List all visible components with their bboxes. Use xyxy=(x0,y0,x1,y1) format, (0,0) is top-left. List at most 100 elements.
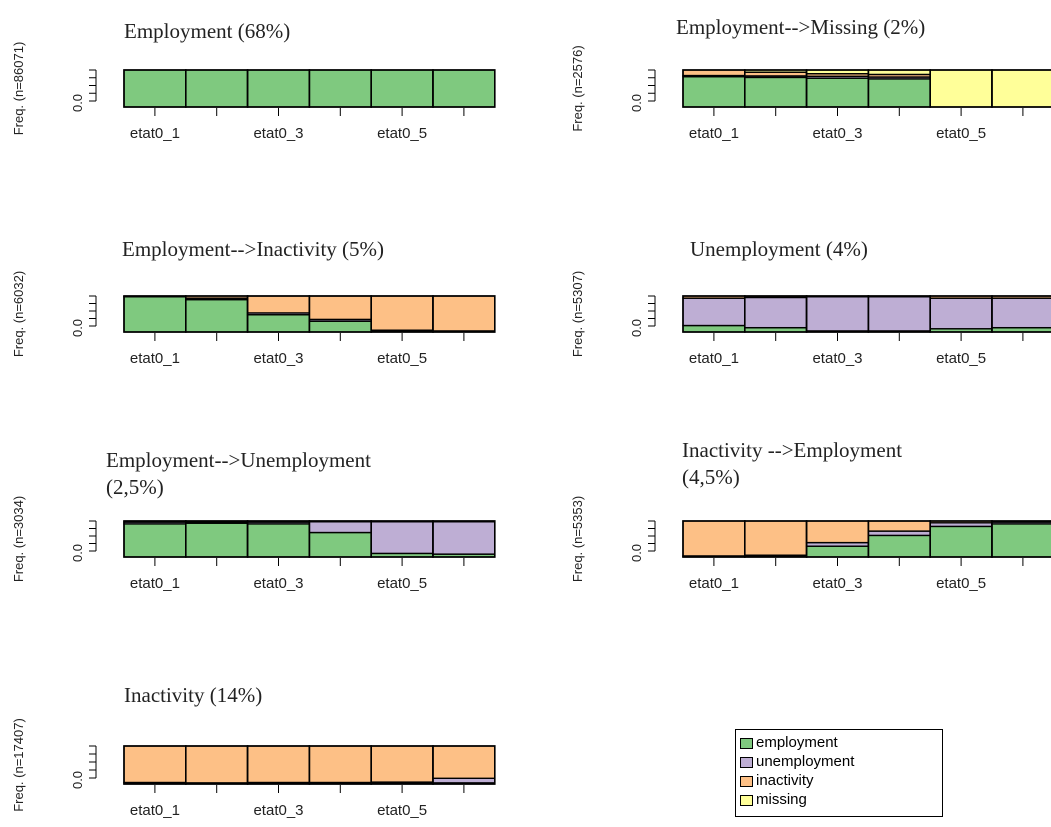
legend-item-inactivity: inactivity xyxy=(740,772,814,789)
y-tick-label: 0.0 xyxy=(629,544,644,562)
bar-outline xyxy=(991,520,1051,558)
bar-segment-inactivity xyxy=(432,745,496,779)
chart-title: Employment-->Unemployment (2,5%) xyxy=(106,448,371,499)
chart-title: Unemployment (4%) xyxy=(690,237,868,261)
bar-outline xyxy=(432,745,496,785)
x-tick-label: etat0_3 xyxy=(812,575,862,592)
x-tick-label: etat0_5 xyxy=(936,350,986,367)
bar-outline xyxy=(432,295,496,333)
y-tick-label: 0.0 xyxy=(629,319,644,337)
legend-swatch-employment xyxy=(740,738,753,749)
bar-segment-inactivity xyxy=(246,745,311,784)
x-tick-label: etat0_5 xyxy=(377,125,427,142)
x-tick-label: etat0_1 xyxy=(130,802,180,819)
legend-swatch-inactivity xyxy=(740,776,753,787)
bar-segment-inactivity xyxy=(682,69,746,77)
legend-label-inactivity: inactivity xyxy=(756,772,814,789)
bar-segment-unemployment xyxy=(432,521,496,555)
bar-segment-employment xyxy=(123,523,187,558)
chart-panel-3: Employment-->Inactivity (5%) Freq. (n=603… xyxy=(11,237,496,367)
bar-segment-employment xyxy=(308,69,372,108)
bar-segment-inactivity xyxy=(432,295,496,332)
y-axis-label: Freq. (n=5353) xyxy=(570,496,585,582)
x-tick-label: etat0_1 xyxy=(130,575,180,592)
chart-panel-1: Employment (68%) Freq. (n=86071) 0.0 etat0_… xyxy=(11,19,496,142)
y-tick-label: 0.0 xyxy=(70,94,85,112)
chart-title: Inactivity -->Employment (4,5%) xyxy=(682,438,902,489)
bar-segment-employment xyxy=(185,298,249,333)
bar-outline xyxy=(432,69,496,108)
bar-segment-employment xyxy=(185,522,249,558)
bar-segment-unemployment xyxy=(308,521,372,534)
legend-item-unemployment: unemployment xyxy=(740,753,855,770)
x-tick-label: etat0_3 xyxy=(812,350,862,367)
bar-segment-inactivity xyxy=(744,520,808,556)
bar-segment-inactivity xyxy=(805,520,870,544)
bar-segment-employment xyxy=(308,531,372,558)
chart-title: Employment (68%) xyxy=(124,19,290,43)
bar-segment-employment xyxy=(867,534,931,558)
bar-segment-inactivity xyxy=(308,745,372,784)
y-axis-label: Freq. (n=2576) xyxy=(570,45,585,131)
x-tick-label: etat0_5 xyxy=(377,802,427,819)
x-tick-label: etat0_3 xyxy=(253,575,303,592)
bar-outline xyxy=(991,295,1051,333)
legend-swatch-unemployment xyxy=(740,757,753,768)
x-tick-label: etat0_1 xyxy=(689,125,739,142)
bar-segment-employment xyxy=(805,545,870,558)
chart-panel-5: Employment-->Unemployment (2,5%) Freq. (n=… xyxy=(11,448,496,592)
bar-segment-unemployment xyxy=(805,296,870,332)
x-tick-label: etat0_1 xyxy=(689,350,739,367)
y-axis-label: Freq. (n=3034) xyxy=(11,496,26,582)
bar-segment-employment xyxy=(744,76,808,108)
bar-segment-employment xyxy=(185,69,249,108)
bar-segment-inactivity xyxy=(682,520,746,557)
y-axis-label: Freq. (n=5307) xyxy=(570,271,585,357)
bar-segment-employment xyxy=(246,523,311,558)
x-tick-label: etat0_3 xyxy=(812,125,862,142)
y-tick-label: 0.0 xyxy=(70,319,85,337)
bar-segment-inactivity xyxy=(185,745,249,784)
bar-segment-inactivity xyxy=(246,295,311,314)
x-tick-label: etat0_5 xyxy=(936,575,986,592)
x-tick-label: etat0_1 xyxy=(130,350,180,367)
chart-panel-2: Employment-->Missing (2%) Freq. (n=2576) 0… xyxy=(570,15,1051,142)
bar-segment-employment xyxy=(929,525,993,558)
legend: employment unemployment inactivity missi… xyxy=(735,729,943,817)
bar-segment-employment xyxy=(805,77,870,108)
y-tick-label: 0.0 xyxy=(70,771,85,789)
bar-segment-employment xyxy=(246,314,311,333)
bar-segment-unemployment xyxy=(682,297,746,327)
chart-panel-7: Inactivity (14%) Freq. (n=17407) 0.0 etat0_… xyxy=(11,683,496,819)
y-axis-label: Freq. (n=6032) xyxy=(11,271,26,357)
bar-segment-inactivity xyxy=(123,745,187,784)
x-tick-label: etat0_5 xyxy=(377,350,427,367)
bar-segment-employment xyxy=(308,320,372,333)
bar-segment-employment xyxy=(123,69,187,108)
bar-segment-employment xyxy=(867,78,931,108)
bar-outline xyxy=(432,520,496,558)
bar-segment-employment xyxy=(682,75,746,108)
x-tick-label: etat0_3 xyxy=(253,125,303,142)
bar-segment-employment xyxy=(246,69,311,108)
bar-segment-inactivity xyxy=(308,295,372,321)
x-tick-label: etat0_3 xyxy=(253,350,303,367)
legend-label-missing: missing xyxy=(756,791,807,808)
legend-item-employment: employment xyxy=(740,735,838,751)
bar-segment-missing xyxy=(991,69,1051,108)
legend-label-unemployment: unemployment xyxy=(756,753,855,770)
chart-panel-4: Unemployment (4%) Freq. (n=5307) 0.0 etat0_… xyxy=(570,237,1051,367)
chart-title: Inactivity (14%) xyxy=(124,683,262,707)
chart-title: Employment-->Inactivity (5%) xyxy=(122,237,384,261)
bar-segment-employment xyxy=(370,69,434,108)
bar-segment-unemployment xyxy=(991,297,1051,329)
x-tick-label: etat0_1 xyxy=(130,125,180,142)
legend-swatch-missing xyxy=(740,795,753,806)
x-tick-label: etat0_5 xyxy=(936,125,986,142)
y-tick-label: 0.0 xyxy=(629,94,644,112)
y-axis-label: Freq. (n=17407) xyxy=(11,718,26,812)
y-axis-label: Freq. (n=86071) xyxy=(11,42,26,136)
bar-segment-employment xyxy=(432,69,496,108)
